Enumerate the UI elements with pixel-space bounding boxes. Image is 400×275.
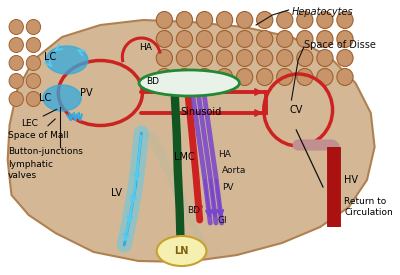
Text: LEC: LEC — [21, 109, 57, 128]
Circle shape — [156, 31, 172, 48]
Circle shape — [26, 73, 41, 89]
Circle shape — [256, 31, 273, 48]
Text: LC: LC — [39, 93, 51, 103]
Text: CV: CV — [290, 105, 303, 115]
Text: Hepatocytes: Hepatocytes — [292, 7, 353, 17]
Circle shape — [176, 12, 192, 29]
Text: GI: GI — [218, 216, 228, 225]
Text: PV: PV — [80, 88, 92, 98]
Text: Sinusoid: Sinusoid — [180, 107, 221, 117]
Text: Space of Disse: Space of Disse — [304, 40, 376, 50]
Circle shape — [9, 20, 24, 34]
Text: LV: LV — [111, 188, 122, 198]
Ellipse shape — [157, 236, 206, 266]
Circle shape — [26, 20, 41, 34]
Text: Space of Mall: Space of Mall — [8, 119, 68, 139]
Circle shape — [216, 31, 233, 48]
Circle shape — [176, 31, 192, 48]
Circle shape — [26, 92, 41, 106]
Circle shape — [277, 68, 293, 86]
Circle shape — [216, 50, 233, 67]
Circle shape — [156, 68, 172, 86]
Circle shape — [297, 12, 313, 29]
Ellipse shape — [139, 70, 239, 96]
Circle shape — [9, 73, 24, 89]
Circle shape — [317, 50, 333, 67]
Circle shape — [317, 12, 333, 29]
Circle shape — [297, 31, 313, 48]
Circle shape — [216, 12, 233, 29]
Text: lymphatic
valves: lymphatic valves — [8, 160, 53, 180]
Circle shape — [337, 31, 353, 48]
Circle shape — [196, 68, 213, 86]
Circle shape — [9, 37, 24, 53]
Circle shape — [256, 12, 273, 29]
Circle shape — [337, 12, 353, 29]
Polygon shape — [43, 85, 81, 111]
Text: LC: LC — [44, 52, 56, 62]
Text: Aorta: Aorta — [222, 166, 246, 175]
Circle shape — [256, 68, 273, 86]
Text: BD: BD — [187, 206, 200, 215]
Circle shape — [196, 50, 213, 67]
Text: Button-junctions: Button-junctions — [8, 147, 82, 156]
Text: PV: PV — [222, 183, 233, 192]
Circle shape — [26, 37, 41, 53]
Circle shape — [236, 12, 253, 29]
Circle shape — [9, 56, 24, 70]
Circle shape — [216, 68, 233, 86]
Text: LN: LN — [174, 246, 189, 256]
Polygon shape — [46, 46, 88, 74]
Text: HA: HA — [218, 150, 231, 159]
Circle shape — [196, 31, 213, 48]
Text: HV: HV — [344, 175, 358, 185]
Circle shape — [236, 50, 253, 67]
Circle shape — [236, 31, 253, 48]
Circle shape — [277, 50, 293, 67]
Circle shape — [297, 50, 313, 67]
Circle shape — [196, 12, 213, 29]
Circle shape — [156, 50, 172, 67]
Circle shape — [297, 68, 313, 86]
Text: LMC: LMC — [174, 152, 195, 162]
Circle shape — [156, 12, 172, 29]
Circle shape — [277, 31, 293, 48]
Text: Return to
Circulation: Return to Circulation — [344, 197, 393, 217]
Text: HA: HA — [139, 43, 152, 51]
Circle shape — [317, 68, 333, 86]
Circle shape — [176, 50, 192, 67]
Text: BD: BD — [146, 78, 159, 87]
Circle shape — [9, 92, 24, 106]
Circle shape — [236, 68, 253, 86]
Circle shape — [256, 50, 273, 67]
Circle shape — [277, 12, 293, 29]
Circle shape — [176, 68, 192, 86]
Circle shape — [26, 56, 41, 70]
Circle shape — [317, 31, 333, 48]
Circle shape — [337, 68, 353, 86]
Polygon shape — [8, 20, 375, 262]
Circle shape — [337, 50, 353, 67]
